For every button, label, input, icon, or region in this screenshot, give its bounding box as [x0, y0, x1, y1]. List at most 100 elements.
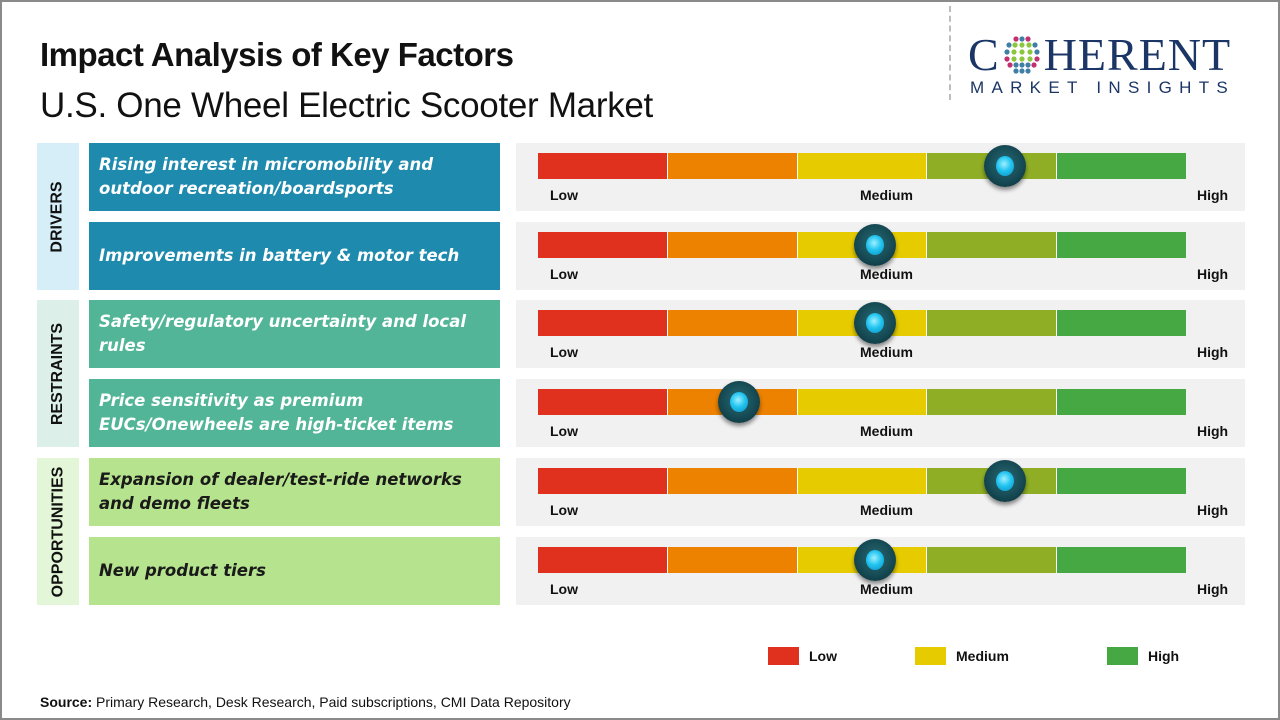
globe-dot	[1013, 68, 1019, 74]
source-label: Source:	[40, 694, 93, 710]
scale-segment-2	[667, 468, 798, 494]
scale-segment-5	[1057, 310, 1186, 336]
legend-swatch-high	[1107, 647, 1138, 665]
logo-tagline: MARKET INSIGHTS	[970, 78, 1236, 97]
impact-indicator-knob	[853, 224, 896, 266]
factor-label: Safety/regulatory uncertainty and local …	[99, 312, 467, 355]
legend-item-high: High	[1107, 647, 1179, 665]
scale-segment-1	[538, 468, 668, 494]
source-text: Primary Research, Desk Research, Paid su…	[92, 694, 571, 710]
globe-dot	[1011, 56, 1017, 62]
scale-segment-5	[1057, 389, 1186, 415]
impact-scale-bar	[538, 468, 1186, 494]
legend-label-high: High	[1148, 648, 1180, 664]
scale-segment-4	[927, 389, 1058, 415]
scale-low-label: Low	[550, 502, 578, 518]
scale-medium-label: Medium	[860, 423, 913, 439]
globe-icon	[1004, 36, 1040, 74]
legend-label-low: Low	[809, 648, 837, 664]
factor-label: Improvements in battery & motor tech	[99, 246, 460, 265]
factor-box: Price sensitivity as premium EUCs/Onewhe…	[89, 379, 500, 447]
globe-dot	[1012, 42, 1018, 48]
globe-dot	[1007, 62, 1013, 68]
scale-segment-4	[927, 232, 1058, 258]
scale-low-label: Low	[550, 266, 578, 282]
impact-indicator-knob	[983, 460, 1026, 502]
factor-box: Rising interest in micromobility and out…	[89, 143, 500, 211]
scale-segment-5	[1057, 153, 1186, 179]
scale-high-label: High	[1197, 187, 1229, 203]
globe-dot	[1034, 49, 1040, 55]
scale-segment-3	[797, 153, 928, 179]
globe-dot	[1019, 62, 1025, 68]
globe-dot	[1025, 62, 1031, 68]
scale-high-label: High	[1197, 266, 1229, 282]
scale-medium-label: Medium	[860, 581, 913, 597]
scale-segment-3	[797, 389, 928, 415]
logo-word-rest: HERENT	[1043, 29, 1232, 80]
scale-segment-1	[538, 547, 668, 573]
scale-segment-4	[927, 310, 1058, 336]
globe-dot	[1004, 49, 1010, 55]
scale-segment-5	[1057, 547, 1186, 573]
category-opportunities-text: OPPORTUNITIES	[49, 466, 66, 597]
impact-scale-bar	[538, 232, 1186, 258]
globe-dot	[1019, 36, 1025, 42]
factor-label: Expansion of dealer/test-ride networks a…	[99, 470, 462, 513]
impact-meter: Low Medium High	[516, 300, 1245, 368]
scale-low-label: Low	[550, 344, 578, 360]
category-label-restraints: RESTRAINTS	[37, 300, 79, 447]
scale-low-label: Low	[550, 423, 578, 439]
scale-medium-label: Medium	[860, 266, 913, 282]
scale-segment-3	[797, 468, 928, 494]
scale-segment-5	[1057, 232, 1186, 258]
scale-medium-label: Medium	[860, 502, 913, 518]
globe-dot	[1006, 42, 1012, 48]
scale-segment-2	[667, 232, 798, 258]
category-drivers-text: DRIVERS	[49, 180, 66, 253]
scale-high-label: High	[1197, 423, 1229, 439]
source-note: Source: Primary Research, Desk Research,…	[40, 694, 571, 710]
impact-meter: Low Medium High	[516, 537, 1245, 605]
legend-label-medium: Medium	[956, 648, 1009, 664]
page-title: Impact Analysis of Key Factors	[40, 36, 514, 73]
globe-dot	[1034, 56, 1040, 62]
globe-dot	[1032, 42, 1038, 48]
globe-dot	[1031, 62, 1037, 68]
globe-dot	[1027, 49, 1033, 55]
page-subtitle: U.S. One Wheel Electric Scooter Market	[40, 86, 653, 125]
impact-scale-bar	[538, 310, 1186, 336]
globe-dot	[1013, 62, 1019, 68]
scale-segment-2	[667, 153, 798, 179]
scale-medium-label: Medium	[860, 344, 913, 360]
scale-medium-label: Medium	[860, 187, 913, 203]
scale-high-label: High	[1197, 344, 1229, 360]
globe-dot	[1019, 56, 1025, 62]
header-divider	[949, 6, 951, 100]
factor-box: New product tiers	[89, 537, 500, 605]
impact-scale-bar	[538, 389, 1186, 415]
legend-swatch-medium	[915, 647, 946, 665]
scale-segment-2	[667, 547, 798, 573]
scale-high-label: High	[1197, 502, 1229, 518]
impact-meter: Low Medium High	[516, 379, 1245, 447]
globe-dot	[1019, 42, 1025, 48]
factor-box: Expansion of dealer/test-ride networks a…	[89, 458, 500, 526]
globe-dot	[1019, 68, 1025, 74]
globe-dot	[1019, 49, 1025, 55]
scale-segment-5	[1057, 468, 1186, 494]
logo-wordmark: C HERENT	[968, 32, 1231, 78]
impact-indicator-knob	[853, 539, 896, 581]
globe-dot	[1027, 56, 1033, 62]
impact-meter: Low Medium High	[516, 222, 1245, 290]
scale-segment-1	[538, 153, 668, 179]
scale-segment-2	[667, 310, 798, 336]
legend-swatch-low	[768, 647, 799, 665]
scale-segment-1	[538, 389, 668, 415]
globe-dot	[1004, 56, 1010, 62]
factor-label: Rising interest in micromobility and out…	[99, 155, 434, 198]
factor-label: Price sensitivity as premium EUCs/Onewhe…	[99, 391, 454, 434]
category-restraints-text: RESTRAINTS	[49, 322, 67, 425]
logo-letter-c: C	[968, 29, 1000, 80]
globe-dot	[1026, 42, 1032, 48]
